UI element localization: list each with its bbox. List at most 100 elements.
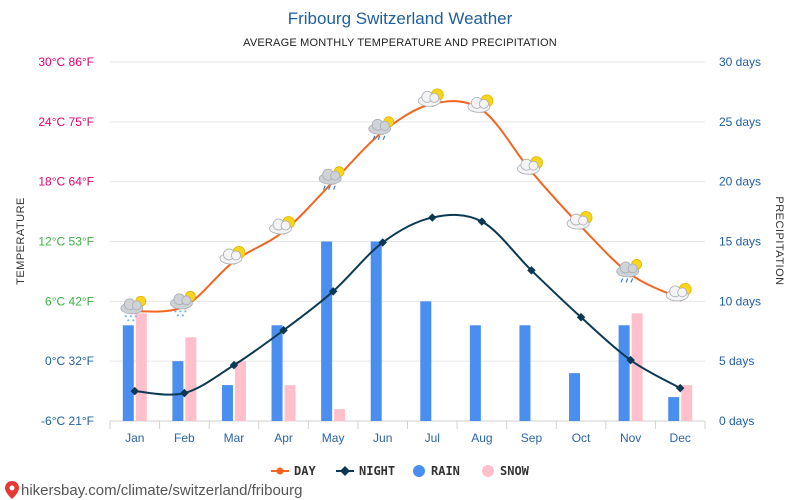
month-label: Nov [620,431,641,445]
legend-snow[interactable]: SNOW [482,464,530,478]
right-axis-title: PRECIPITATION [773,196,785,285]
month-label: Oct [572,431,591,445]
rain-bar [420,301,432,421]
rain-drop [377,135,381,141]
location-pin-icon [5,481,19,499]
rain-cloud-icon [318,166,345,190]
rain-bar [668,397,680,421]
rain-drop [372,135,376,141]
cloud-shape [330,170,341,181]
left-tick-label: 30°C 86°F [38,55,94,69]
legend-rain-label: RAIN [431,464,460,478]
snow-flake [124,315,127,318]
snow-flake [127,319,130,322]
precipitation-bars [122,241,693,421]
day-line [134,100,681,313]
month-label: Sep [521,431,543,445]
legend-day[interactable]: DAY [271,464,316,478]
rain-bar [221,385,233,421]
snow-cloud-icon [120,295,147,322]
snow-flake [179,310,182,313]
night-point [328,287,338,296]
rain-cloud-icon [368,116,395,141]
weather-icons [120,88,692,322]
sun-cloud-icon [517,156,543,175]
left-tick-label: 18°C 64°F [38,175,94,189]
right-axis-ticks: 30 days 25 days 20 days 15 days 10 days 5 day… [719,55,761,428]
rain-bar [122,325,134,421]
temperature-lines [130,100,685,398]
snow-flake [174,310,177,313]
snow-bar [135,313,147,421]
rain-drop [382,135,386,141]
month-labels: Jan Feb Mar Apr May Jun Jul Aug Sep Oct Nov Dec [125,431,691,445]
left-tick-label: 24°C 75°F [38,115,94,129]
cloud-shape [528,160,539,171]
cloud-shape [280,220,291,231]
chart-subtitle: AVERAGE MONTHLY TEMPERATURE AND PRECIPIT… [243,37,557,49]
night-point [576,313,586,322]
left-axis-ticks: 30°C 86°F 24°C 75°F 18°C 64°F 12°C 53°F 6°C … [38,55,94,428]
month-label: Jul [425,431,440,445]
snow-bar [234,361,246,421]
month-label: Aug [471,431,492,445]
left-axis-title: TEMPERATURE [15,197,27,285]
cloud-shape [677,287,688,298]
rain-bar [519,325,531,421]
cloud-shape [429,92,440,103]
legend-night[interactable]: NIGHT [336,464,395,478]
left-tick-label: 6°C 42°F [45,294,94,308]
night-point [378,238,387,247]
night-point [477,217,487,226]
cloud-shape [578,215,588,226]
night-point [130,386,140,396]
rain-drop [630,278,634,283]
left-tick-label: 0°C 32°F [45,354,94,368]
rain-bar [569,373,581,421]
snow-bar [334,409,346,421]
legend: DAY NIGHT RAIN SNOW [271,464,530,478]
left-tick-label: 12°C 53°F [38,235,94,249]
month-label: May [322,431,345,445]
cloud-shape [627,263,638,274]
right-tick-label: 30 days [719,55,761,69]
right-tick-label: 15 days [719,235,761,249]
right-tick-label: 25 days [719,115,761,129]
right-tick-label: 10 days [719,294,761,308]
sun-cloud-icon [665,282,692,302]
rain-bar [321,241,333,421]
sun-cloud-icon [417,88,444,107]
sun-cloud-icon [219,246,246,265]
source-link[interactable]: hikersbay.com/climate/switzerland/fribou… [5,481,303,499]
night-point [428,213,437,222]
legend-snow-label: SNOW [500,464,530,478]
night-point [229,360,239,370]
rain-bar [370,241,382,421]
night-point [180,388,189,398]
rain-drop [620,278,624,283]
right-tick-label: 0 days [719,414,754,428]
cloud-shape [379,120,390,131]
night-point [279,326,288,335]
rain-drop [328,185,331,190]
legend-day-label: DAY [294,464,316,478]
snow-flake [184,310,187,313]
rain-bar [469,325,481,421]
right-tick-label: 20 days [719,175,761,189]
month-label: Jan [125,431,144,445]
night-point [626,355,635,365]
month-label: Mar [224,431,245,445]
left-tick-label: -6°C 21°F [41,414,94,428]
cloud-shape [131,300,142,311]
right-tick-label: 5 days [719,354,754,368]
rain-bar [271,325,283,421]
snow-bar [631,313,643,421]
legend-rain[interactable]: RAIN [413,464,460,478]
snow-flake [176,314,179,317]
month-label: Jun [373,431,392,445]
month-label: Feb [174,431,195,445]
snow-flake [132,319,135,322]
snow-bar [284,385,296,421]
cloud-shape [181,295,192,306]
